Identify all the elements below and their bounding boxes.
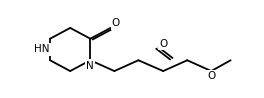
Text: O: O bbox=[112, 18, 120, 28]
Text: HN: HN bbox=[34, 44, 49, 54]
Text: N: N bbox=[87, 61, 94, 71]
Text: O: O bbox=[159, 39, 167, 49]
Text: O: O bbox=[207, 71, 215, 81]
